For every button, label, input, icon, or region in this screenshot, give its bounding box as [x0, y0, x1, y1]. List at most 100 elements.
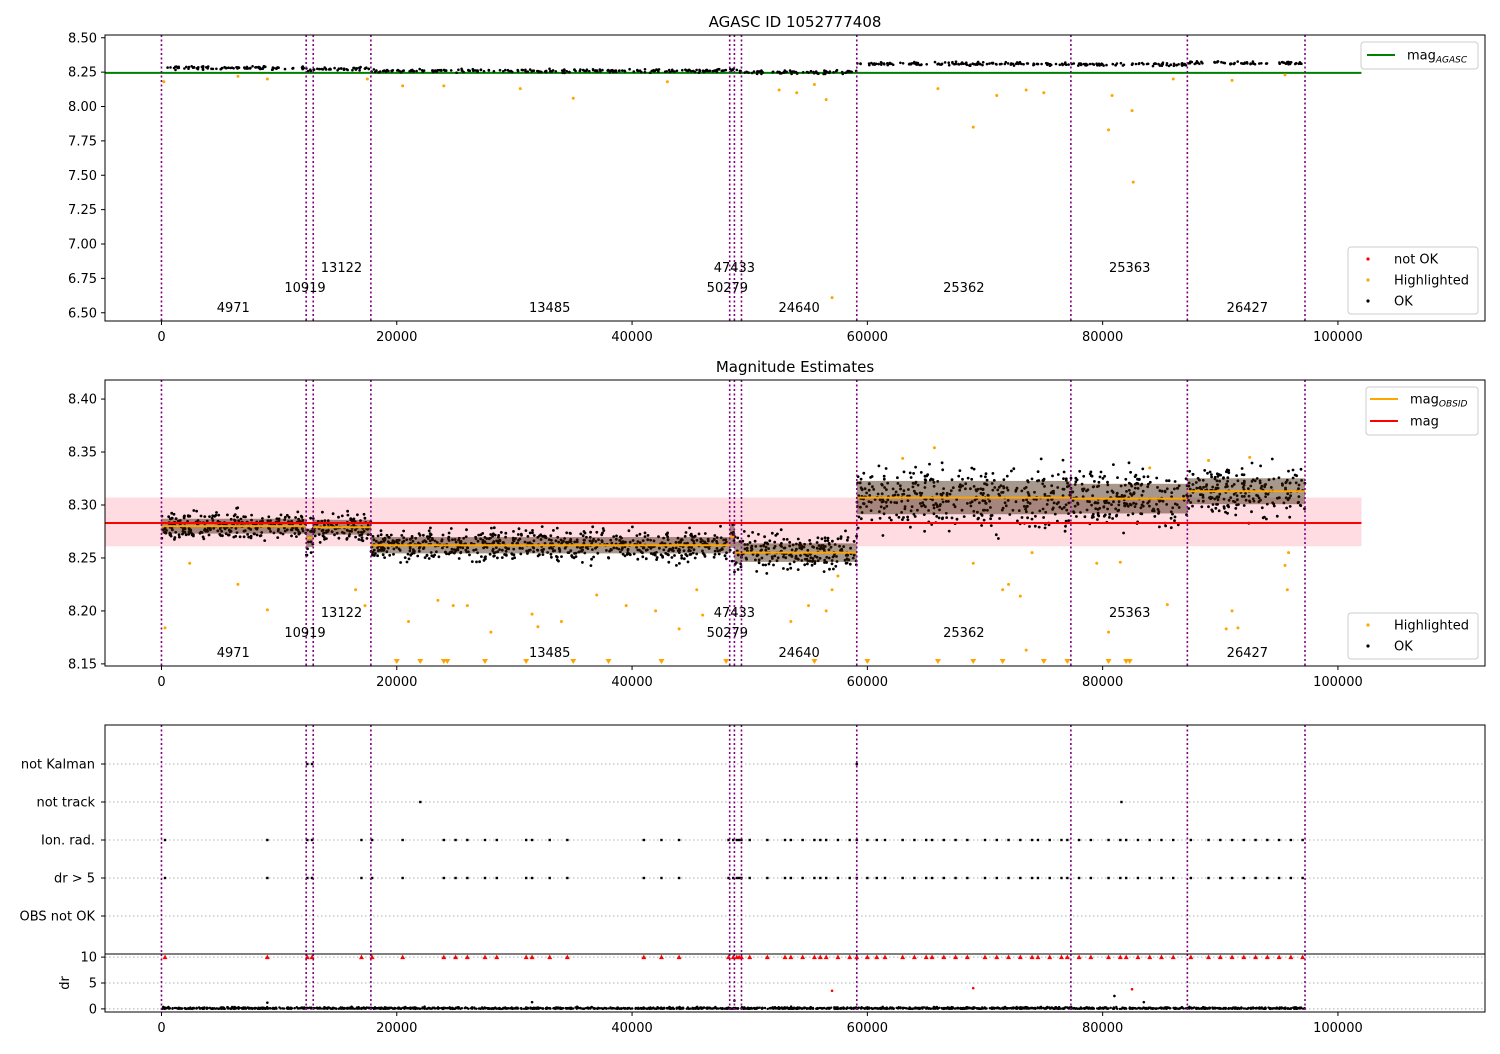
- clipped-marker: [394, 659, 400, 664]
- ok-point: [961, 478, 964, 481]
- ok-point: [573, 68, 576, 71]
- ok-point: [319, 541, 322, 544]
- dr-point: [527, 1007, 529, 1009]
- ok-point: [686, 554, 689, 557]
- ok-point: [555, 70, 558, 73]
- ok-point: [1246, 62, 1249, 65]
- dr-point: [616, 1006, 618, 1008]
- ok-point: [914, 466, 917, 469]
- ok-point: [328, 68, 331, 71]
- obsid-label: 10919: [284, 626, 325, 641]
- ok-point: [538, 71, 541, 74]
- ok-point: [704, 555, 707, 558]
- ok-point: [1022, 63, 1025, 66]
- highlighted-point: [666, 80, 669, 83]
- dr-point: [244, 1007, 246, 1009]
- dr-point: [464, 1007, 466, 1009]
- ok-point: [185, 533, 188, 536]
- flag-marker: [660, 877, 662, 879]
- panel-title-agasc: AGASC ID 1052777408: [709, 13, 882, 31]
- ok-point: [1006, 475, 1009, 478]
- dr-point: [830, 1007, 832, 1009]
- flag-marker: [1190, 877, 1192, 879]
- ok-point: [907, 518, 910, 521]
- ok-point: [644, 532, 647, 535]
- dr-point: [706, 1007, 708, 1009]
- dr-point: [635, 1007, 637, 1009]
- flag-marker: [790, 839, 792, 841]
- ok-point: [200, 515, 203, 518]
- highlighted-point: [1286, 588, 1289, 591]
- ok-point: [736, 537, 739, 540]
- ok-point: [1223, 507, 1226, 510]
- ok-point: [1261, 506, 1264, 509]
- highlighted-point: [1284, 73, 1287, 76]
- ok-point: [869, 476, 872, 479]
- flag-marker: [876, 839, 878, 841]
- ok-point: [418, 68, 421, 71]
- flag-marker: [766, 877, 768, 879]
- ok-point: [178, 536, 181, 539]
- highlighted-point: [466, 604, 469, 607]
- ok-point: [1037, 63, 1040, 66]
- dr-point: [677, 1007, 679, 1009]
- ok-point: [1240, 62, 1243, 65]
- flag-marker: [1060, 839, 1062, 841]
- ok-point: [338, 67, 341, 70]
- ok-point: [290, 535, 293, 538]
- flag-marker: [1107, 839, 1109, 841]
- ok-point: [1042, 516, 1045, 519]
- highlighted-point: [266, 78, 269, 81]
- legend-entry-label: Highlighted: [1394, 274, 1469, 289]
- x-tick-label: 20000: [376, 675, 417, 690]
- ok-point: [689, 534, 692, 537]
- ok-point: [1285, 507, 1288, 510]
- highlighted-point: [1007, 583, 1010, 586]
- ok-point: [737, 568, 740, 571]
- ok-point: [250, 535, 253, 538]
- ok-point: [469, 70, 472, 73]
- flag-marker: [1231, 877, 1233, 879]
- dr-point: [318, 1007, 320, 1009]
- dr-point: [570, 1007, 572, 1009]
- ok-point: [416, 555, 419, 558]
- ok-point: [678, 562, 681, 565]
- dr-point: [755, 1007, 757, 1009]
- ok-point: [202, 65, 205, 68]
- dr-point: [478, 1007, 480, 1009]
- legend-entry-subscript: AGASC: [1435, 56, 1468, 66]
- dr-point: [380, 1008, 382, 1010]
- dr-point: [203, 1008, 205, 1010]
- highlighted-point: [1148, 466, 1151, 469]
- y-tick-label: 8.30: [68, 498, 97, 513]
- ok-point: [1093, 63, 1096, 66]
- legend-entry-label: OK: [1394, 295, 1413, 310]
- ok-point: [941, 468, 944, 471]
- ok-point: [1236, 60, 1239, 63]
- ok-point: [724, 554, 727, 557]
- ok-point: [982, 61, 985, 64]
- ok-point: [502, 70, 505, 73]
- ok-point: [1003, 478, 1006, 481]
- ok-point: [366, 537, 369, 540]
- obsid-label: 50279: [707, 281, 748, 296]
- ok-point: [413, 70, 416, 73]
- dr-point: [221, 1007, 223, 1009]
- clipped-marker: [1106, 659, 1112, 664]
- ok-point: [1057, 473, 1060, 476]
- dr-point: [275, 1007, 277, 1009]
- ok-point: [484, 558, 487, 561]
- dr-point: [785, 1007, 787, 1009]
- ok-point: [518, 527, 521, 530]
- ok-point: [167, 515, 170, 518]
- ok-point: [721, 70, 724, 73]
- legend-entry-label: mag: [1410, 415, 1439, 430]
- flag-marker: [1207, 877, 1209, 879]
- highlighted-point: [366, 78, 369, 81]
- dr-point: [442, 1007, 444, 1009]
- ok-point: [566, 70, 569, 73]
- ok-point: [1146, 63, 1149, 66]
- dr-point: [603, 1007, 605, 1009]
- ok-point: [1115, 514, 1118, 517]
- ok-point: [753, 70, 756, 73]
